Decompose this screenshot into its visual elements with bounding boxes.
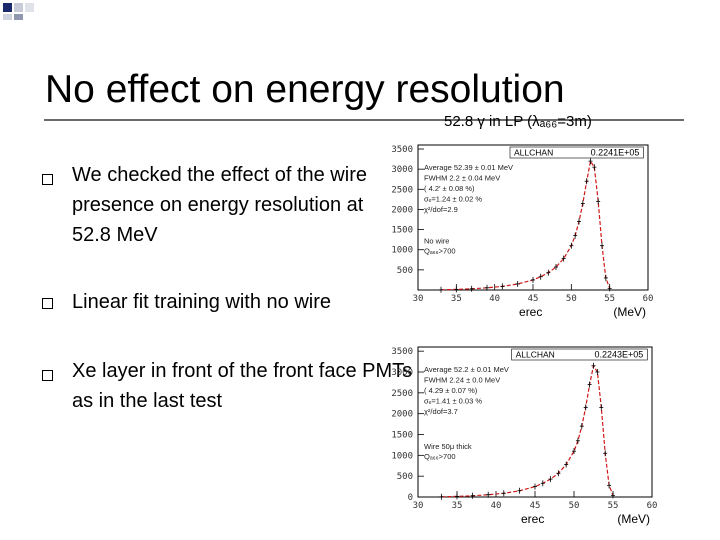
fit-parameter: Average 52.2 ± 0.01 MeV xyxy=(424,365,509,374)
y-tick-label: 1000 xyxy=(391,246,413,256)
x-tick-label: 50 xyxy=(566,294,577,304)
bullet-marker xyxy=(42,298,53,309)
stats-title: ALLCHAN xyxy=(514,148,553,158)
x-tick-label: 40 xyxy=(489,294,500,304)
y-tick-label: 3000 xyxy=(391,165,413,175)
y-tick-label: 0 xyxy=(408,493,413,503)
bullet-text: We checked the effect of the wire presen… xyxy=(72,164,367,246)
stats-box xyxy=(509,146,644,159)
x-tick-label: 45 xyxy=(530,501,541,511)
plot-note: Qₐ₆₆>700 xyxy=(424,452,456,461)
x-tick-label: 60 xyxy=(647,501,658,511)
y-tick-label: 2500 xyxy=(391,185,413,195)
x-axis-label: erec xyxy=(521,512,544,526)
x-tick-label: 40 xyxy=(491,501,502,511)
x-tick-label: 45 xyxy=(528,294,539,304)
x-tick-label: 30 xyxy=(413,294,424,304)
y-tick-label: 500 xyxy=(397,266,413,276)
y-tick-label: 1000 xyxy=(391,451,413,461)
x-tick-label: 55 xyxy=(608,501,619,511)
x-tick-label: 35 xyxy=(451,294,462,304)
figure-header: 52.8 γ in LP (λₐ₆₆=3m) xyxy=(444,113,592,130)
plot-note: No wire xyxy=(424,237,449,246)
plot-note: Qₐ₆₆>700 xyxy=(424,247,456,256)
fit-parameter: σₑ=1.41 ± 0.03 % xyxy=(424,397,482,406)
y-tick-label: 1500 xyxy=(391,431,413,441)
corner-decoration xyxy=(3,3,34,20)
fit-parameter: ( 4.2′ ± 0.08 %) xyxy=(424,184,475,193)
fit-curve xyxy=(441,364,614,498)
plot-note: Wire 50μ thick xyxy=(424,442,472,451)
slide-title: No effect on energy resolution xyxy=(45,68,565,111)
y-tick-label: 3000 xyxy=(391,368,413,378)
bullet-text: Xe layer in front of the front face PMTs… xyxy=(72,360,413,412)
x-axis-unit: (MeV) xyxy=(617,512,650,526)
x-tick-label: 30 xyxy=(413,501,424,511)
y-tick-label: 2000 xyxy=(391,205,413,215)
stats-title: ALLCHAN xyxy=(516,350,555,360)
y-tick-label: 1500 xyxy=(391,226,413,236)
fit-curve xyxy=(440,159,611,291)
fit-parameter: ( 4.29 ± 0.07 %) xyxy=(424,386,478,395)
title-divider xyxy=(44,119,684,121)
y-tick-label: 2500 xyxy=(391,389,413,399)
x-tick-label: 60 xyxy=(643,294,654,304)
stats-entries: 0.2241E+05 xyxy=(591,148,640,158)
stats-entries: 0.2243E+05 xyxy=(595,350,644,360)
fit-parameter: FWHM 2.24 ± 0.0 MeV xyxy=(424,376,500,385)
y-tick-label: 2000 xyxy=(391,410,413,420)
y-tick-label: 500 xyxy=(397,472,413,482)
y-tick-label: 3500 xyxy=(391,347,413,357)
x-tick-label: 55 xyxy=(604,294,615,304)
fit-parameter: χ²/dof=2.9 xyxy=(424,205,458,214)
y-tick-label: 3500 xyxy=(391,145,413,155)
x-tick-label: 35 xyxy=(452,501,463,511)
fit-parameter: FWHM 2.2 ± 0.04 MeV xyxy=(424,174,500,183)
fit-parameter: χ²/dof=3.7 xyxy=(424,407,458,416)
x-axis-unit: (MeV) xyxy=(613,305,646,319)
bullet-text: Linear fit training with no wire xyxy=(72,291,332,313)
bullet-marker xyxy=(42,370,53,381)
bullet-marker xyxy=(42,174,53,185)
fit-parameter: Average 52.39 ± 0.01 MeV xyxy=(424,163,513,172)
x-axis-label: erec xyxy=(519,305,542,319)
stats-box xyxy=(511,348,648,361)
x-tick-label: 50 xyxy=(569,501,580,511)
fit-parameter: σₑ=1.24 ± 0.02 % xyxy=(424,195,482,204)
